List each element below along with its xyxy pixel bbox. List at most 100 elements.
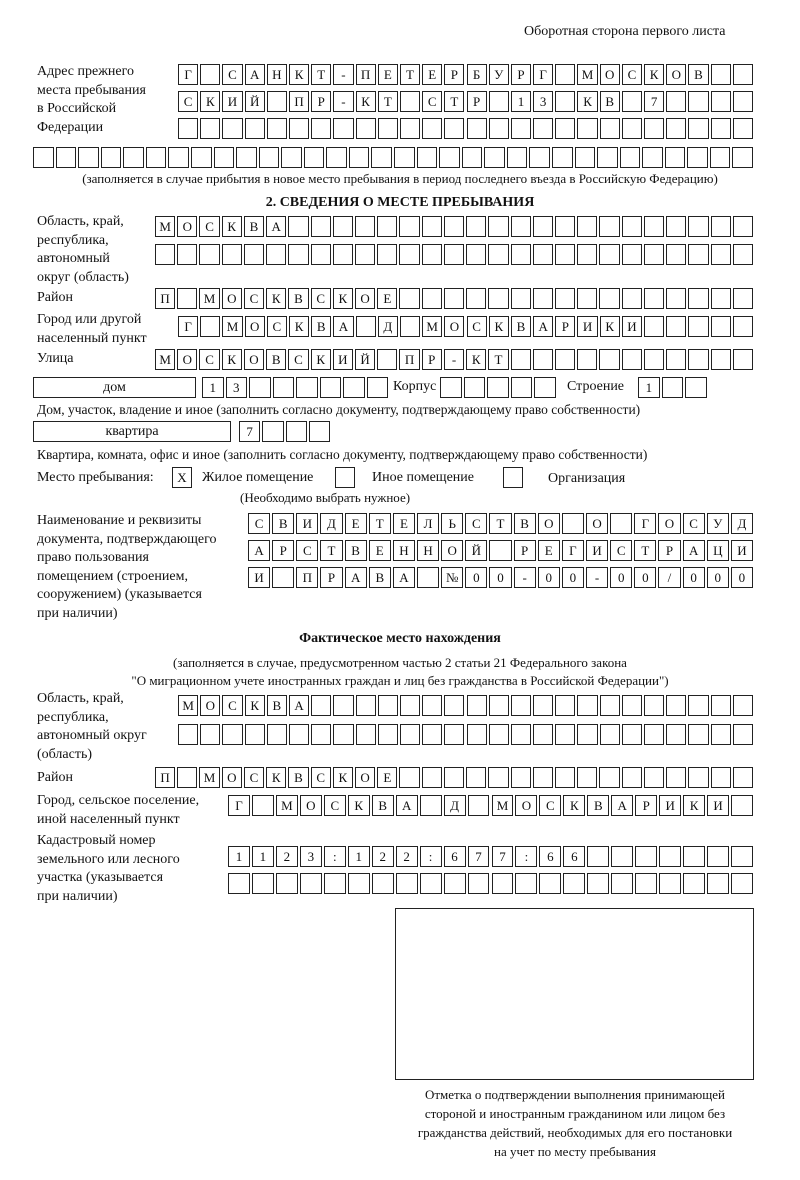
- letter-cell[interactable]: 2: [275, 846, 298, 867]
- letter-cell[interactable]: [355, 118, 376, 139]
- letter-cell[interactable]: [303, 147, 325, 168]
- letter-cell[interactable]: В: [288, 288, 309, 309]
- letter-cell[interactable]: И: [730, 540, 753, 561]
- letter-cell[interactable]: 3: [299, 846, 322, 867]
- letter-cell[interactable]: [466, 118, 487, 139]
- letter-cell[interactable]: М: [275, 795, 298, 816]
- letter-cell[interactable]: [510, 695, 532, 716]
- letter-cell[interactable]: [355, 216, 376, 237]
- letter-cell[interactable]: [343, 377, 365, 398]
- letter-cell[interactable]: 6: [539, 846, 562, 867]
- letter-cell[interactable]: [443, 873, 466, 894]
- letter-cell[interactable]: П: [155, 288, 176, 309]
- letter-cell[interactable]: Г: [533, 64, 554, 85]
- letter-cell[interactable]: [587, 873, 610, 894]
- letter-cell[interactable]: [621, 288, 642, 309]
- letter-cell[interactable]: [599, 288, 620, 309]
- letter-cell[interactable]: Т: [320, 540, 343, 561]
- korpus-row[interactable]: [440, 377, 558, 398]
- letter-cell[interactable]: [123, 147, 144, 168]
- letter-cell[interactable]: [488, 724, 509, 745]
- letter-cell[interactable]: 1: [228, 846, 250, 867]
- letter-cell[interactable]: [688, 288, 709, 309]
- letter-cell[interactable]: [199, 244, 220, 265]
- letter-cell[interactable]: [710, 91, 731, 112]
- letter-cell[interactable]: [643, 349, 665, 370]
- letter-cell[interactable]: [644, 724, 665, 745]
- letter-cell[interactable]: [416, 147, 438, 168]
- letter-cell[interactable]: Б: [466, 64, 487, 85]
- region-row-2[interactable]: [155, 244, 755, 265]
- letter-cell[interactable]: Е: [422, 64, 443, 85]
- letter-cell[interactable]: Р: [510, 64, 532, 85]
- letter-cell[interactable]: О: [444, 316, 465, 337]
- letter-cell[interactable]: Р: [513, 540, 536, 561]
- letter-cell[interactable]: С: [248, 513, 271, 534]
- letter-cell[interactable]: [621, 695, 643, 716]
- letter-cell[interactable]: [635, 873, 658, 894]
- letter-cell[interactable]: [710, 244, 731, 265]
- letter-cell[interactable]: О: [599, 64, 620, 85]
- letter-cell[interactable]: [145, 147, 167, 168]
- letter-cell[interactable]: Т: [634, 540, 657, 561]
- letter-cell[interactable]: [731, 846, 753, 867]
- document-row-3[interactable]: И П Р А В А № 0 0-0 0-0 0/0 0 0: [248, 567, 755, 588]
- letter-cell[interactable]: [466, 724, 487, 745]
- letter-cell[interactable]: М: [222, 316, 243, 337]
- letter-cell[interactable]: [611, 873, 634, 894]
- stay-option-residential-checkbox[interactable]: X: [172, 467, 192, 488]
- letter-cell[interactable]: Н: [392, 540, 415, 561]
- letter-cell[interactable]: К: [466, 349, 487, 370]
- letter-cell[interactable]: [333, 695, 354, 716]
- letter-cell[interactable]: Е: [344, 513, 367, 534]
- letter-cell[interactable]: [510, 244, 531, 265]
- letter-cell[interactable]: -: [513, 567, 536, 588]
- letter-cell[interactable]: С: [310, 767, 331, 788]
- letter-cell[interactable]: 3: [225, 377, 247, 398]
- letter-cell[interactable]: [275, 873, 298, 894]
- letter-cell[interactable]: [577, 695, 598, 716]
- letter-cell[interactable]: С: [310, 288, 331, 309]
- letter-cell[interactable]: Й: [244, 91, 265, 112]
- letter-cell[interactable]: [506, 147, 528, 168]
- letter-cell[interactable]: К: [221, 349, 242, 370]
- letter-cell[interactable]: [666, 695, 687, 716]
- letter-cell[interactable]: [399, 118, 421, 139]
- letter-cell[interactable]: :: [515, 846, 538, 867]
- letter-cell[interactable]: В: [344, 540, 367, 561]
- letter-cell[interactable]: [710, 316, 731, 337]
- letter-cell[interactable]: [510, 377, 533, 398]
- letter-cell[interactable]: [533, 118, 554, 139]
- letter-cell[interactable]: К: [644, 64, 665, 85]
- letter-cell[interactable]: [236, 147, 257, 168]
- letter-cell[interactable]: [467, 873, 490, 894]
- letter-cell[interactable]: [488, 288, 509, 309]
- letter-cell[interactable]: О: [666, 64, 687, 85]
- letter-cell[interactable]: 7: [644, 91, 665, 112]
- letter-cell[interactable]: [732, 64, 753, 85]
- letter-cell[interactable]: Г: [634, 513, 657, 534]
- letter-cell[interactable]: А: [344, 567, 367, 588]
- letter-cell[interactable]: [610, 513, 633, 534]
- letter-cell[interactable]: В: [266, 695, 287, 716]
- letter-cell[interactable]: [635, 846, 658, 867]
- letter-cell[interactable]: [466, 288, 487, 309]
- letter-cell[interactable]: К: [563, 795, 586, 816]
- letter-cell[interactable]: [732, 767, 753, 788]
- letter-cell[interactable]: В: [587, 795, 610, 816]
- letter-cell[interactable]: -: [586, 567, 609, 588]
- letter-cell[interactable]: К: [577, 91, 598, 112]
- letter-cell[interactable]: Д: [730, 513, 753, 534]
- letter-cell[interactable]: [664, 147, 686, 168]
- letter-cell[interactable]: 0: [610, 567, 633, 588]
- letter-cell[interactable]: А: [682, 540, 705, 561]
- letter-cell[interactable]: [371, 873, 394, 894]
- letter-cell[interactable]: [555, 767, 576, 788]
- prev-address-row-4[interactable]: [33, 147, 755, 168]
- letter-cell[interactable]: [710, 767, 731, 788]
- letter-cell[interactable]: [710, 695, 731, 716]
- letter-cell[interactable]: [587, 846, 610, 867]
